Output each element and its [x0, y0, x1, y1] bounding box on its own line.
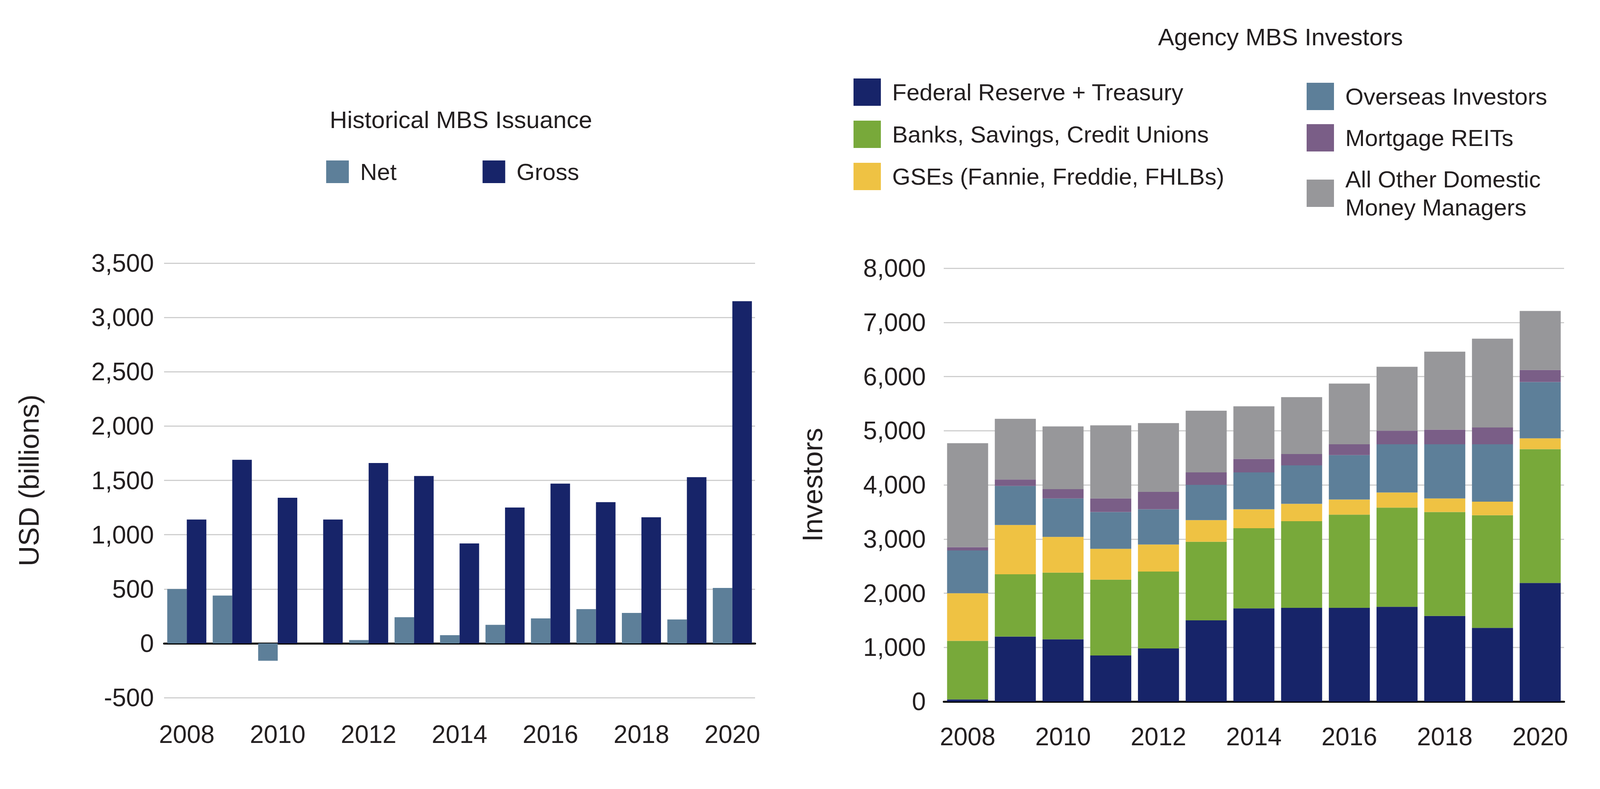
svg-text:Overseas Investors: Overseas Investors: [1345, 83, 1548, 110]
svg-text:Gross: Gross: [516, 158, 579, 186]
svg-text:2008: 2008: [158, 720, 215, 749]
svg-text:2018: 2018: [1416, 723, 1473, 752]
svg-text:2010: 2010: [250, 720, 306, 749]
svg-text:Investors: Investors: [796, 428, 829, 543]
svg-text:Mortgage REITs: Mortgage REITs: [1345, 125, 1514, 152]
svg-text:-500: -500: [103, 683, 154, 713]
svg-text:2014: 2014: [1226, 723, 1282, 752]
svg-text:3,000: 3,000: [863, 525, 926, 554]
svg-text:GSEs (Fannie, Freddie, FHLBs): GSEs (Fannie, Freddie, FHLBs): [892, 163, 1225, 190]
svg-text:8,000: 8,000: [863, 254, 926, 283]
svg-text:7,000: 7,000: [863, 308, 926, 337]
svg-text:2018: 2018: [613, 720, 670, 749]
svg-text:Money Managers: Money Managers: [1345, 194, 1527, 221]
svg-text:5,000: 5,000: [863, 416, 926, 445]
svg-text:Agency MBS Investors: Agency MBS Investors: [1157, 23, 1403, 51]
svg-text:3,500: 3,500: [91, 249, 154, 278]
svg-text:2020: 2020: [704, 720, 761, 749]
svg-text:All Other Domestic: All Other Domestic: [1345, 166, 1548, 193]
svg-text:Net: Net: [360, 158, 397, 186]
svg-text:0: 0: [139, 629, 154, 658]
svg-text:2,500: 2,500: [91, 357, 154, 386]
svg-text:3,000: 3,000: [91, 303, 154, 332]
svg-text:1,000: 1,000: [863, 633, 926, 662]
svg-text:2020: 2020: [1512, 723, 1568, 752]
svg-text:4,000: 4,000: [863, 471, 926, 500]
svg-text:USD (billions): USD (billions): [13, 394, 45, 567]
svg-text:1,000: 1,000: [91, 521, 154, 550]
svg-text:2016: 2016: [1321, 723, 1377, 752]
svg-text:2,000: 2,000: [863, 579, 926, 608]
svg-text:2014: 2014: [431, 720, 488, 749]
svg-text:2012: 2012: [341, 720, 397, 749]
svg-text:Historical MBS Issuance: Historical MBS Issuance: [329, 106, 593, 134]
svg-text:1,500: 1,500: [91, 466, 154, 495]
svg-text:2016: 2016: [522, 720, 579, 749]
svg-text:2,000: 2,000: [91, 412, 154, 441]
svg-text:0: 0: [911, 687, 926, 717]
svg-text:Federal Reserve + Treasury: Federal Reserve + Treasury: [892, 79, 1184, 106]
svg-text:2008: 2008: [939, 723, 996, 752]
svg-text:6,000: 6,000: [863, 362, 926, 392]
svg-text:2012: 2012: [1130, 723, 1187, 752]
svg-text:Banks, Savings, Credit Unions: Banks, Savings, Credit Unions: [892, 121, 1209, 148]
svg-text:2010: 2010: [1035, 723, 1091, 752]
svg-text:500: 500: [112, 575, 154, 604]
